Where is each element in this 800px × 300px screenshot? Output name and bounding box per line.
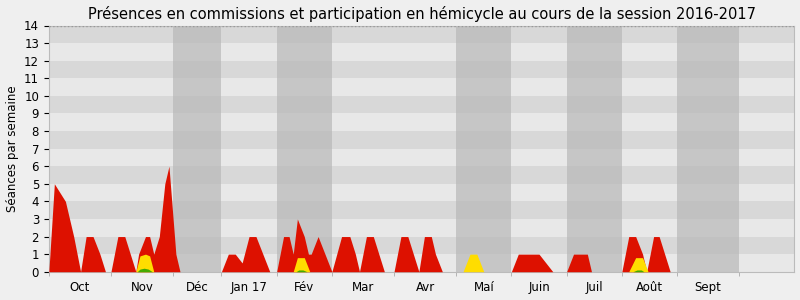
Bar bbox=[49, 26, 794, 43]
Bar bbox=[173, 26, 222, 272]
Bar bbox=[49, 236, 794, 254]
Bar bbox=[49, 184, 794, 201]
Bar bbox=[49, 148, 794, 166]
Bar bbox=[49, 219, 794, 236]
Y-axis label: Séances par semaine: Séances par semaine bbox=[6, 85, 18, 212]
Bar bbox=[49, 166, 794, 184]
Bar bbox=[277, 26, 332, 272]
Bar bbox=[49, 201, 794, 219]
Bar bbox=[456, 26, 511, 272]
Bar bbox=[677, 26, 739, 272]
Bar bbox=[49, 131, 794, 148]
Bar bbox=[49, 113, 794, 131]
Bar bbox=[49, 254, 794, 272]
Title: Présences en commissions et participation en hémicycle au cours de la session 20: Présences en commissions et participatio… bbox=[88, 6, 756, 22]
Bar bbox=[49, 96, 794, 113]
Bar bbox=[49, 61, 794, 78]
Bar bbox=[566, 26, 622, 272]
Bar bbox=[49, 78, 794, 96]
Bar bbox=[49, 43, 794, 61]
